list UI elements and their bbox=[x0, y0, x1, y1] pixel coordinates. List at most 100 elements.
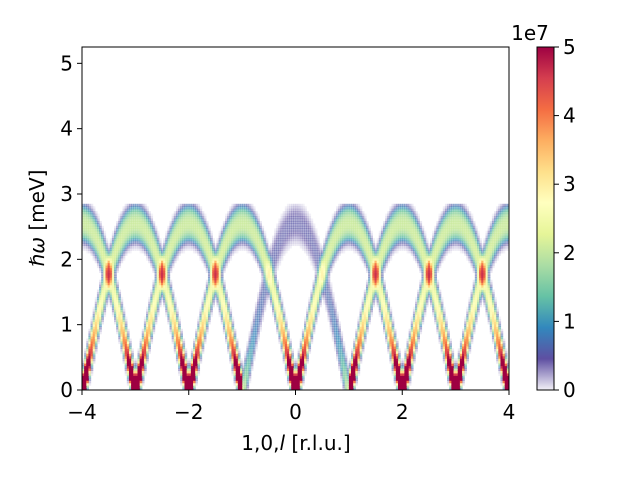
heatmap-cell bbox=[299, 240, 303, 244]
heatmap-cell bbox=[225, 243, 228, 247]
heatmap-cell bbox=[126, 208, 130, 212]
heatmap-cell bbox=[86, 238, 90, 242]
heatmap-cell bbox=[84, 372, 87, 376]
heatmap-cell bbox=[96, 257, 100, 261]
heatmap-cell bbox=[122, 252, 126, 256]
heatmap-cell bbox=[248, 375, 252, 379]
heatmap-cell bbox=[312, 321, 316, 325]
heatmap-cell bbox=[338, 333, 341, 337]
heatmap-cell bbox=[173, 230, 177, 234]
heatmap-cell bbox=[242, 377, 245, 381]
heatmap-cell bbox=[357, 250, 361, 254]
heatmap-cell bbox=[199, 348, 203, 352]
heatmap-cell bbox=[237, 233, 241, 237]
heatmap-cell bbox=[308, 250, 312, 254]
heatmap-cell bbox=[304, 243, 307, 247]
heatmap-cell bbox=[272, 267, 275, 271]
heatmap-cell bbox=[254, 338, 258, 342]
heatmap-cell bbox=[248, 358, 252, 362]
heatmap-cell bbox=[331, 238, 335, 242]
heatmap-cell bbox=[220, 292, 224, 296]
heatmap-cell bbox=[220, 260, 224, 264]
heatmap-cell bbox=[329, 247, 333, 251]
heatmap-cell bbox=[84, 228, 87, 232]
heatmap-cell bbox=[92, 223, 96, 227]
heatmap-cell bbox=[165, 279, 168, 283]
heatmap-cell bbox=[154, 282, 158, 286]
heatmap-cell bbox=[111, 274, 115, 278]
heatmap-cell bbox=[278, 257, 282, 261]
heatmap-cell bbox=[218, 235, 222, 239]
heatmap-cell bbox=[193, 345, 196, 349]
heatmap-cell bbox=[355, 235, 359, 239]
heatmap-cell bbox=[131, 216, 134, 220]
heatmap-cell bbox=[114, 296, 117, 300]
heatmap-cell bbox=[197, 348, 201, 352]
heatmap-cell bbox=[250, 223, 254, 227]
heatmap-cell bbox=[141, 328, 145, 332]
heatmap-cell bbox=[231, 240, 235, 244]
heatmap-cell bbox=[250, 225, 254, 229]
heatmap-cell bbox=[286, 365, 290, 369]
heatmap-cell bbox=[297, 230, 301, 234]
heatmap-cell bbox=[163, 243, 166, 247]
heatmap-cell bbox=[205, 257, 209, 261]
heatmap-cell bbox=[154, 292, 158, 296]
heatmap-cell bbox=[107, 282, 111, 286]
heatmap-cell bbox=[169, 238, 173, 242]
heatmap-cell bbox=[353, 372, 356, 376]
heatmap-cell bbox=[214, 296, 218, 300]
heatmap-cell bbox=[286, 238, 290, 242]
heatmap-cell bbox=[299, 358, 303, 362]
heatmap-cell bbox=[195, 350, 198, 354]
heatmap-cell bbox=[92, 314, 96, 318]
heatmap-cell bbox=[267, 260, 271, 264]
heatmap-cell bbox=[274, 272, 277, 276]
heatmap-cell bbox=[329, 306, 333, 310]
heatmap-cell bbox=[99, 228, 102, 232]
heatmap-cell bbox=[216, 294, 220, 298]
heatmap-cell bbox=[259, 233, 262, 237]
heatmap-cell bbox=[282, 353, 286, 357]
heatmap-cell bbox=[278, 220, 282, 224]
heatmap-cell bbox=[295, 365, 299, 369]
heatmap-cell bbox=[333, 255, 337, 259]
heatmap-cell bbox=[141, 230, 145, 234]
heatmap-cell bbox=[150, 255, 154, 259]
heatmap-cell bbox=[338, 355, 341, 359]
heatmap-cell bbox=[92, 255, 96, 259]
heatmap-cell bbox=[146, 245, 149, 249]
heatmap-cell bbox=[216, 284, 220, 288]
heatmap-cell bbox=[231, 345, 235, 349]
heatmap-cell bbox=[355, 333, 359, 337]
heatmap-cell bbox=[353, 243, 356, 247]
heatmap-cell bbox=[201, 255, 205, 259]
heatmap-cell bbox=[152, 331, 156, 335]
heatmap-cell bbox=[310, 240, 314, 244]
heatmap-cell bbox=[329, 262, 333, 266]
heatmap-cell bbox=[128, 348, 132, 352]
heatmap-cell bbox=[357, 336, 361, 340]
heatmap-cell bbox=[333, 306, 337, 310]
heatmap-cell bbox=[257, 233, 260, 237]
heatmap-cell bbox=[120, 230, 124, 234]
heatmap-cell bbox=[306, 358, 309, 362]
heatmap-cell bbox=[120, 245, 124, 249]
heatmap-cell bbox=[171, 262, 175, 266]
heatmap-cell bbox=[233, 225, 237, 229]
heatmap-cell bbox=[282, 316, 286, 320]
heatmap-cell bbox=[333, 301, 337, 305]
heatmap-cell bbox=[195, 363, 198, 367]
heatmap-cell bbox=[329, 220, 333, 224]
heatmap-cell bbox=[178, 218, 181, 222]
heatmap-cell bbox=[165, 265, 168, 269]
heatmap-cell bbox=[351, 363, 354, 367]
heatmap-cell bbox=[101, 309, 104, 313]
heatmap-cell bbox=[90, 360, 94, 364]
heatmap-cell bbox=[101, 243, 104, 247]
heatmap-cell bbox=[233, 206, 237, 210]
heatmap-cell bbox=[82, 216, 85, 220]
heatmap-cell bbox=[222, 304, 226, 308]
heatmap-cell bbox=[265, 238, 269, 242]
heatmap-cell bbox=[150, 318, 154, 322]
